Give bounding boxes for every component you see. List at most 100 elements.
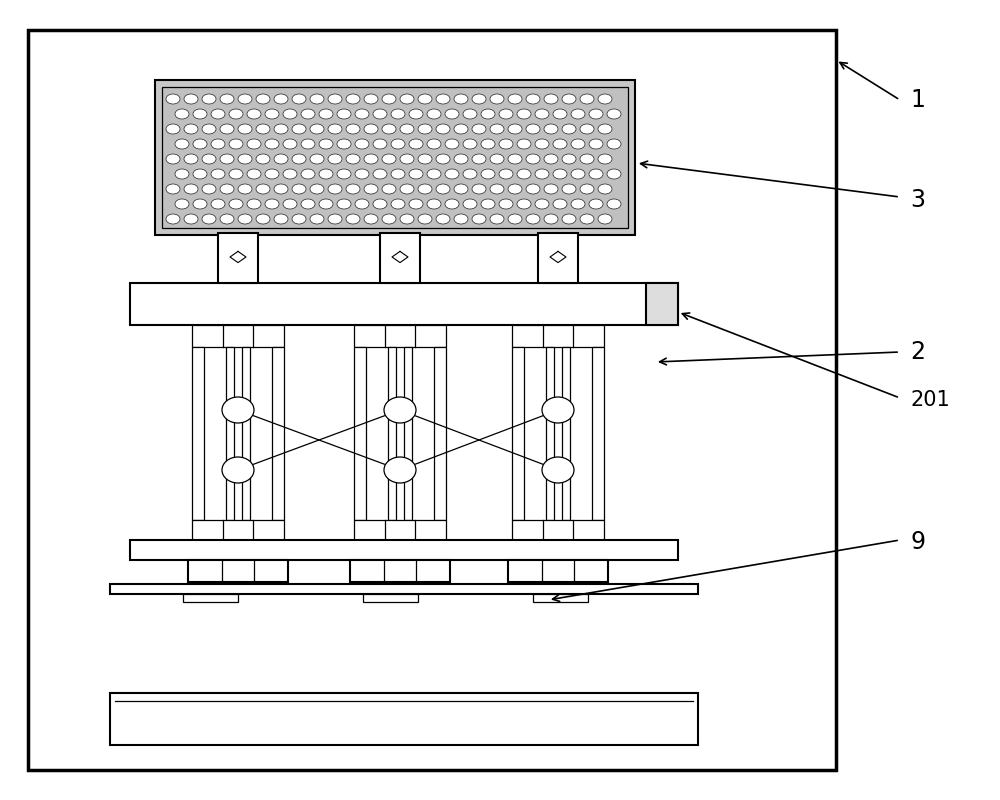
Bar	[130, 540, 678, 560]
Ellipse shape	[319, 169, 333, 179]
Ellipse shape	[472, 94, 486, 104]
Ellipse shape	[391, 169, 405, 179]
Ellipse shape	[580, 184, 594, 194]
Ellipse shape	[301, 169, 315, 179]
Ellipse shape	[400, 124, 414, 134]
Ellipse shape	[220, 154, 234, 164]
Ellipse shape	[274, 214, 288, 224]
Ellipse shape	[472, 124, 486, 134]
Bar	[646, 283, 678, 325]
Ellipse shape	[535, 169, 549, 179]
Ellipse shape	[328, 124, 342, 134]
Ellipse shape	[265, 169, 279, 179]
Ellipse shape	[337, 199, 351, 209]
Ellipse shape	[490, 184, 504, 194]
Ellipse shape	[211, 109, 225, 119]
Ellipse shape	[238, 214, 252, 224]
Bar	[512, 347, 524, 520]
Ellipse shape	[427, 109, 441, 119]
Ellipse shape	[211, 169, 225, 179]
Ellipse shape	[571, 109, 585, 119]
Ellipse shape	[418, 154, 432, 164]
Ellipse shape	[283, 139, 297, 149]
Ellipse shape	[598, 154, 612, 164]
Ellipse shape	[580, 124, 594, 134]
Ellipse shape	[220, 94, 234, 104]
Ellipse shape	[229, 169, 243, 179]
Ellipse shape	[175, 169, 189, 179]
Ellipse shape	[283, 109, 297, 119]
Ellipse shape	[436, 154, 450, 164]
Ellipse shape	[535, 199, 549, 209]
Ellipse shape	[544, 154, 558, 164]
Ellipse shape	[355, 109, 369, 119]
Ellipse shape	[355, 139, 369, 149]
Bar	[226, 347, 234, 520]
Ellipse shape	[499, 139, 513, 149]
Ellipse shape	[517, 109, 531, 119]
Ellipse shape	[274, 124, 288, 134]
Ellipse shape	[580, 154, 594, 164]
Ellipse shape	[607, 109, 621, 119]
Ellipse shape	[481, 139, 495, 149]
Ellipse shape	[292, 184, 306, 194]
Ellipse shape	[364, 94, 378, 104]
Bar	[110, 693, 698, 745]
Ellipse shape	[553, 109, 567, 119]
Ellipse shape	[472, 154, 486, 164]
Bar	[533, 594, 588, 602]
Ellipse shape	[607, 199, 621, 209]
Ellipse shape	[517, 169, 531, 179]
Ellipse shape	[508, 184, 522, 194]
Ellipse shape	[184, 124, 198, 134]
Bar	[434, 347, 446, 520]
Ellipse shape	[292, 94, 306, 104]
Ellipse shape	[292, 154, 306, 164]
Ellipse shape	[542, 397, 574, 423]
Ellipse shape	[481, 109, 495, 119]
Ellipse shape	[542, 457, 574, 483]
Ellipse shape	[193, 139, 207, 149]
Ellipse shape	[229, 199, 243, 209]
Ellipse shape	[229, 139, 243, 149]
Ellipse shape	[166, 124, 180, 134]
Bar	[592, 347, 604, 520]
Ellipse shape	[193, 199, 207, 209]
Ellipse shape	[274, 184, 288, 194]
Ellipse shape	[418, 124, 432, 134]
Ellipse shape	[373, 199, 387, 209]
Ellipse shape	[499, 199, 513, 209]
Ellipse shape	[445, 139, 459, 149]
Ellipse shape	[310, 94, 324, 104]
Text: 1: 1	[910, 88, 925, 112]
Ellipse shape	[175, 139, 189, 149]
Bar	[192, 520, 284, 540]
Ellipse shape	[265, 139, 279, 149]
Ellipse shape	[508, 214, 522, 224]
Ellipse shape	[463, 169, 477, 179]
Ellipse shape	[364, 214, 378, 224]
Bar	[110, 584, 698, 594]
Ellipse shape	[373, 139, 387, 149]
Ellipse shape	[490, 214, 504, 224]
Ellipse shape	[571, 199, 585, 209]
Ellipse shape	[499, 169, 513, 179]
Bar	[354, 347, 366, 520]
Ellipse shape	[337, 139, 351, 149]
Ellipse shape	[553, 139, 567, 149]
Ellipse shape	[202, 154, 216, 164]
Ellipse shape	[553, 199, 567, 209]
Ellipse shape	[490, 124, 504, 134]
Bar	[350, 560, 450, 582]
Ellipse shape	[319, 109, 333, 119]
Ellipse shape	[598, 184, 612, 194]
Ellipse shape	[391, 139, 405, 149]
Ellipse shape	[409, 139, 423, 149]
Ellipse shape	[571, 169, 585, 179]
Text: 201: 201	[910, 390, 950, 410]
Bar	[272, 347, 284, 520]
Ellipse shape	[526, 124, 540, 134]
Bar	[363, 594, 418, 602]
Ellipse shape	[544, 94, 558, 104]
Ellipse shape	[535, 109, 549, 119]
